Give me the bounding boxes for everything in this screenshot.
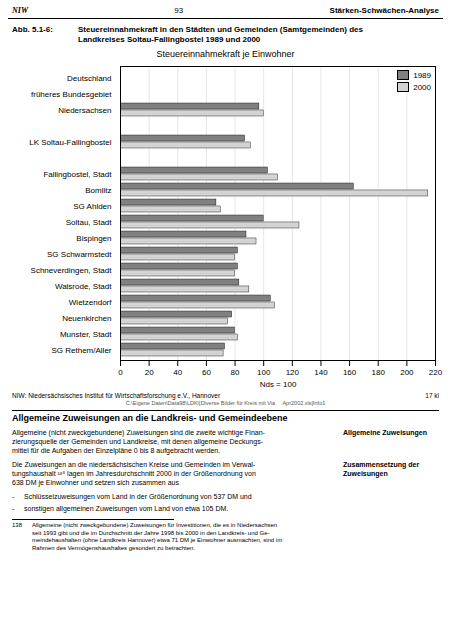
- svg-text:220: 220: [429, 368, 443, 377]
- html-text:mittel für die Aufgaben der Ei: mittel für die Aufgaben der Einzelpläne …: [12, 447, 221, 454]
- svg-text:Niedersachsen: Niedersachsen: [58, 106, 111, 115]
- html-text:Steuereinnahmekraft in den Stä: Steuereinnahmekraft in den Städten und G…: [78, 25, 363, 34]
- html-text:Stärken-Schwächen-Analyse: Stärken-Schwächen-Analyse: [329, 6, 439, 15]
- html-text:Allgemeine Zuweisungen an die: Allgemeine Zuweisungen an die Landkreis-…: [12, 413, 288, 423]
- svg-text:0: 0: [118, 368, 123, 377]
- html-text:Allgemeine (nicht zweckgebunde: Allgemeine (nicht zweckgebundene) Zuweis…: [32, 522, 278, 528]
- svg-text:Neuenkirchen: Neuenkirchen: [62, 314, 111, 323]
- svg-text:Fallingbostel, Stadt: Fallingbostel, Stadt: [43, 170, 112, 179]
- svg-text:Wietzendorf: Wietzendorf: [69, 298, 112, 307]
- html-text:1989: 1989: [413, 70, 431, 80]
- html-text:C:\Eigene Daten\Data98\LDK\[Di: C:\Eigene Daten\Data98\LDK\[Diverse Bild…: [125, 400, 326, 406]
- svg-text:Deutschland: Deutschland: [67, 74, 111, 83]
- svg-text:SG Rethem/Aller: SG Rethem/Aller: [51, 346, 111, 355]
- svg-text:Munster, Stadt: Munster, Stadt: [60, 330, 112, 339]
- html-text:Zuweisungen: Zuweisungen: [343, 470, 388, 477]
- svg-text:180: 180: [372, 368, 386, 377]
- svg-text:Bispingen: Bispingen: [76, 234, 111, 243]
- html-text:Schlüsselzuweisungen vom Land: Schlüsselzuweisungen vom Land in der Grö…: [24, 493, 252, 500]
- html-text:Allgemeine (nicht zweckgebunde: Allgemeine (nicht zweckgebundene) Zuweis…: [12, 429, 265, 436]
- html-text:93: 93: [174, 6, 184, 15]
- html-text:seit 1993 gibt und die im Durc: seit 1993 gibt und die im Durchschnitt d…: [32, 529, 270, 536]
- html-text:sonstigen allgemeinen Zuweisun: sonstigen allgemeinen Zuweisungen vom La…: [24, 505, 229, 512]
- svg-text:Soltau, Stadt: Soltau, Stadt: [66, 218, 113, 227]
- html-text:138: 138: [12, 522, 22, 528]
- html-text:638 DM je Einwohner und setzen: 638 DM je Einwohner und setzen sich zusa…: [12, 479, 179, 486]
- svg-text:SG Schwarmstedt: SG Schwarmstedt: [47, 250, 112, 259]
- svg-text:80: 80: [231, 368, 240, 377]
- html-text:17 kl: 17 kl: [425, 392, 439, 399]
- svg-text:60: 60: [202, 368, 211, 377]
- svg-text:200: 200: [400, 368, 414, 377]
- html-text:meindehaushalten (ohne Landkre: meindehaushalten (ohne Landkreis Hannove…: [32, 537, 283, 543]
- html-text:Steuereinnahmekraft je Einwohn: Steuereinnahmekraft je Einwohner: [156, 49, 295, 59]
- svg-text:100: 100: [257, 368, 271, 377]
- svg-text:früheres Bundesgebiet: früheres Bundesgebiet: [31, 90, 112, 99]
- svg-text:160: 160: [343, 368, 357, 377]
- svg-text:Nds = 100: Nds = 100: [260, 380, 297, 389]
- html-text:NIW: NIW: [12, 6, 28, 15]
- svg-text:Schneverdingen, Stadt: Schneverdingen, Stadt: [31, 266, 113, 275]
- svg-text:Walsrode, Stadt: Walsrode, Stadt: [55, 282, 112, 291]
- svg-text:120: 120: [286, 368, 300, 377]
- svg-text:Bomlitz: Bomlitz: [85, 186, 111, 195]
- html-text:Allgemeine Zuweisungen: Allgemeine Zuweisungen: [343, 429, 427, 436]
- html-text:Zusammensetzung der: Zusammensetzung der: [343, 461, 420, 468]
- svg-text:140: 140: [314, 368, 328, 377]
- html-text:Landkreises Soltau-Fallingbost: Landkreises Soltau-Fallingbostel 1989 un…: [78, 35, 261, 44]
- html-text:Die Zuweisungen an die nieders: Die Zuweisungen an die niedersächsischen…: [12, 461, 256, 468]
- html-text:tungshaushalt ¹³⁸ lagen im Jah: tungshaushalt ¹³⁸ lagen im Jahresdurchsc…: [12, 470, 256, 477]
- svg-text:LK Soltau-Fallingbostel: LK Soltau-Fallingbostel: [29, 138, 111, 147]
- svg-text:20: 20: [145, 368, 154, 377]
- html-text:Abb. 5.1-6:: Abb. 5.1-6:: [12, 25, 53, 34]
- svg-text:SG Ahlden: SG Ahlden: [73, 202, 111, 211]
- html-text:NIW: Niedersächsisches Institu: NIW: Niedersächsisches Institut für Wirt…: [12, 392, 221, 399]
- html-text:zierungsquelle der Gemeinden u: zierungsquelle der Gemeinden und Landkre…: [12, 438, 263, 445]
- html-text:Rahmen des Vermögenshaushaltes: Rahmen des Vermögenshaushaltes gesondert…: [32, 544, 196, 551]
- html-text:2000: 2000: [413, 82, 431, 92]
- svg-text:40: 40: [173, 368, 182, 377]
